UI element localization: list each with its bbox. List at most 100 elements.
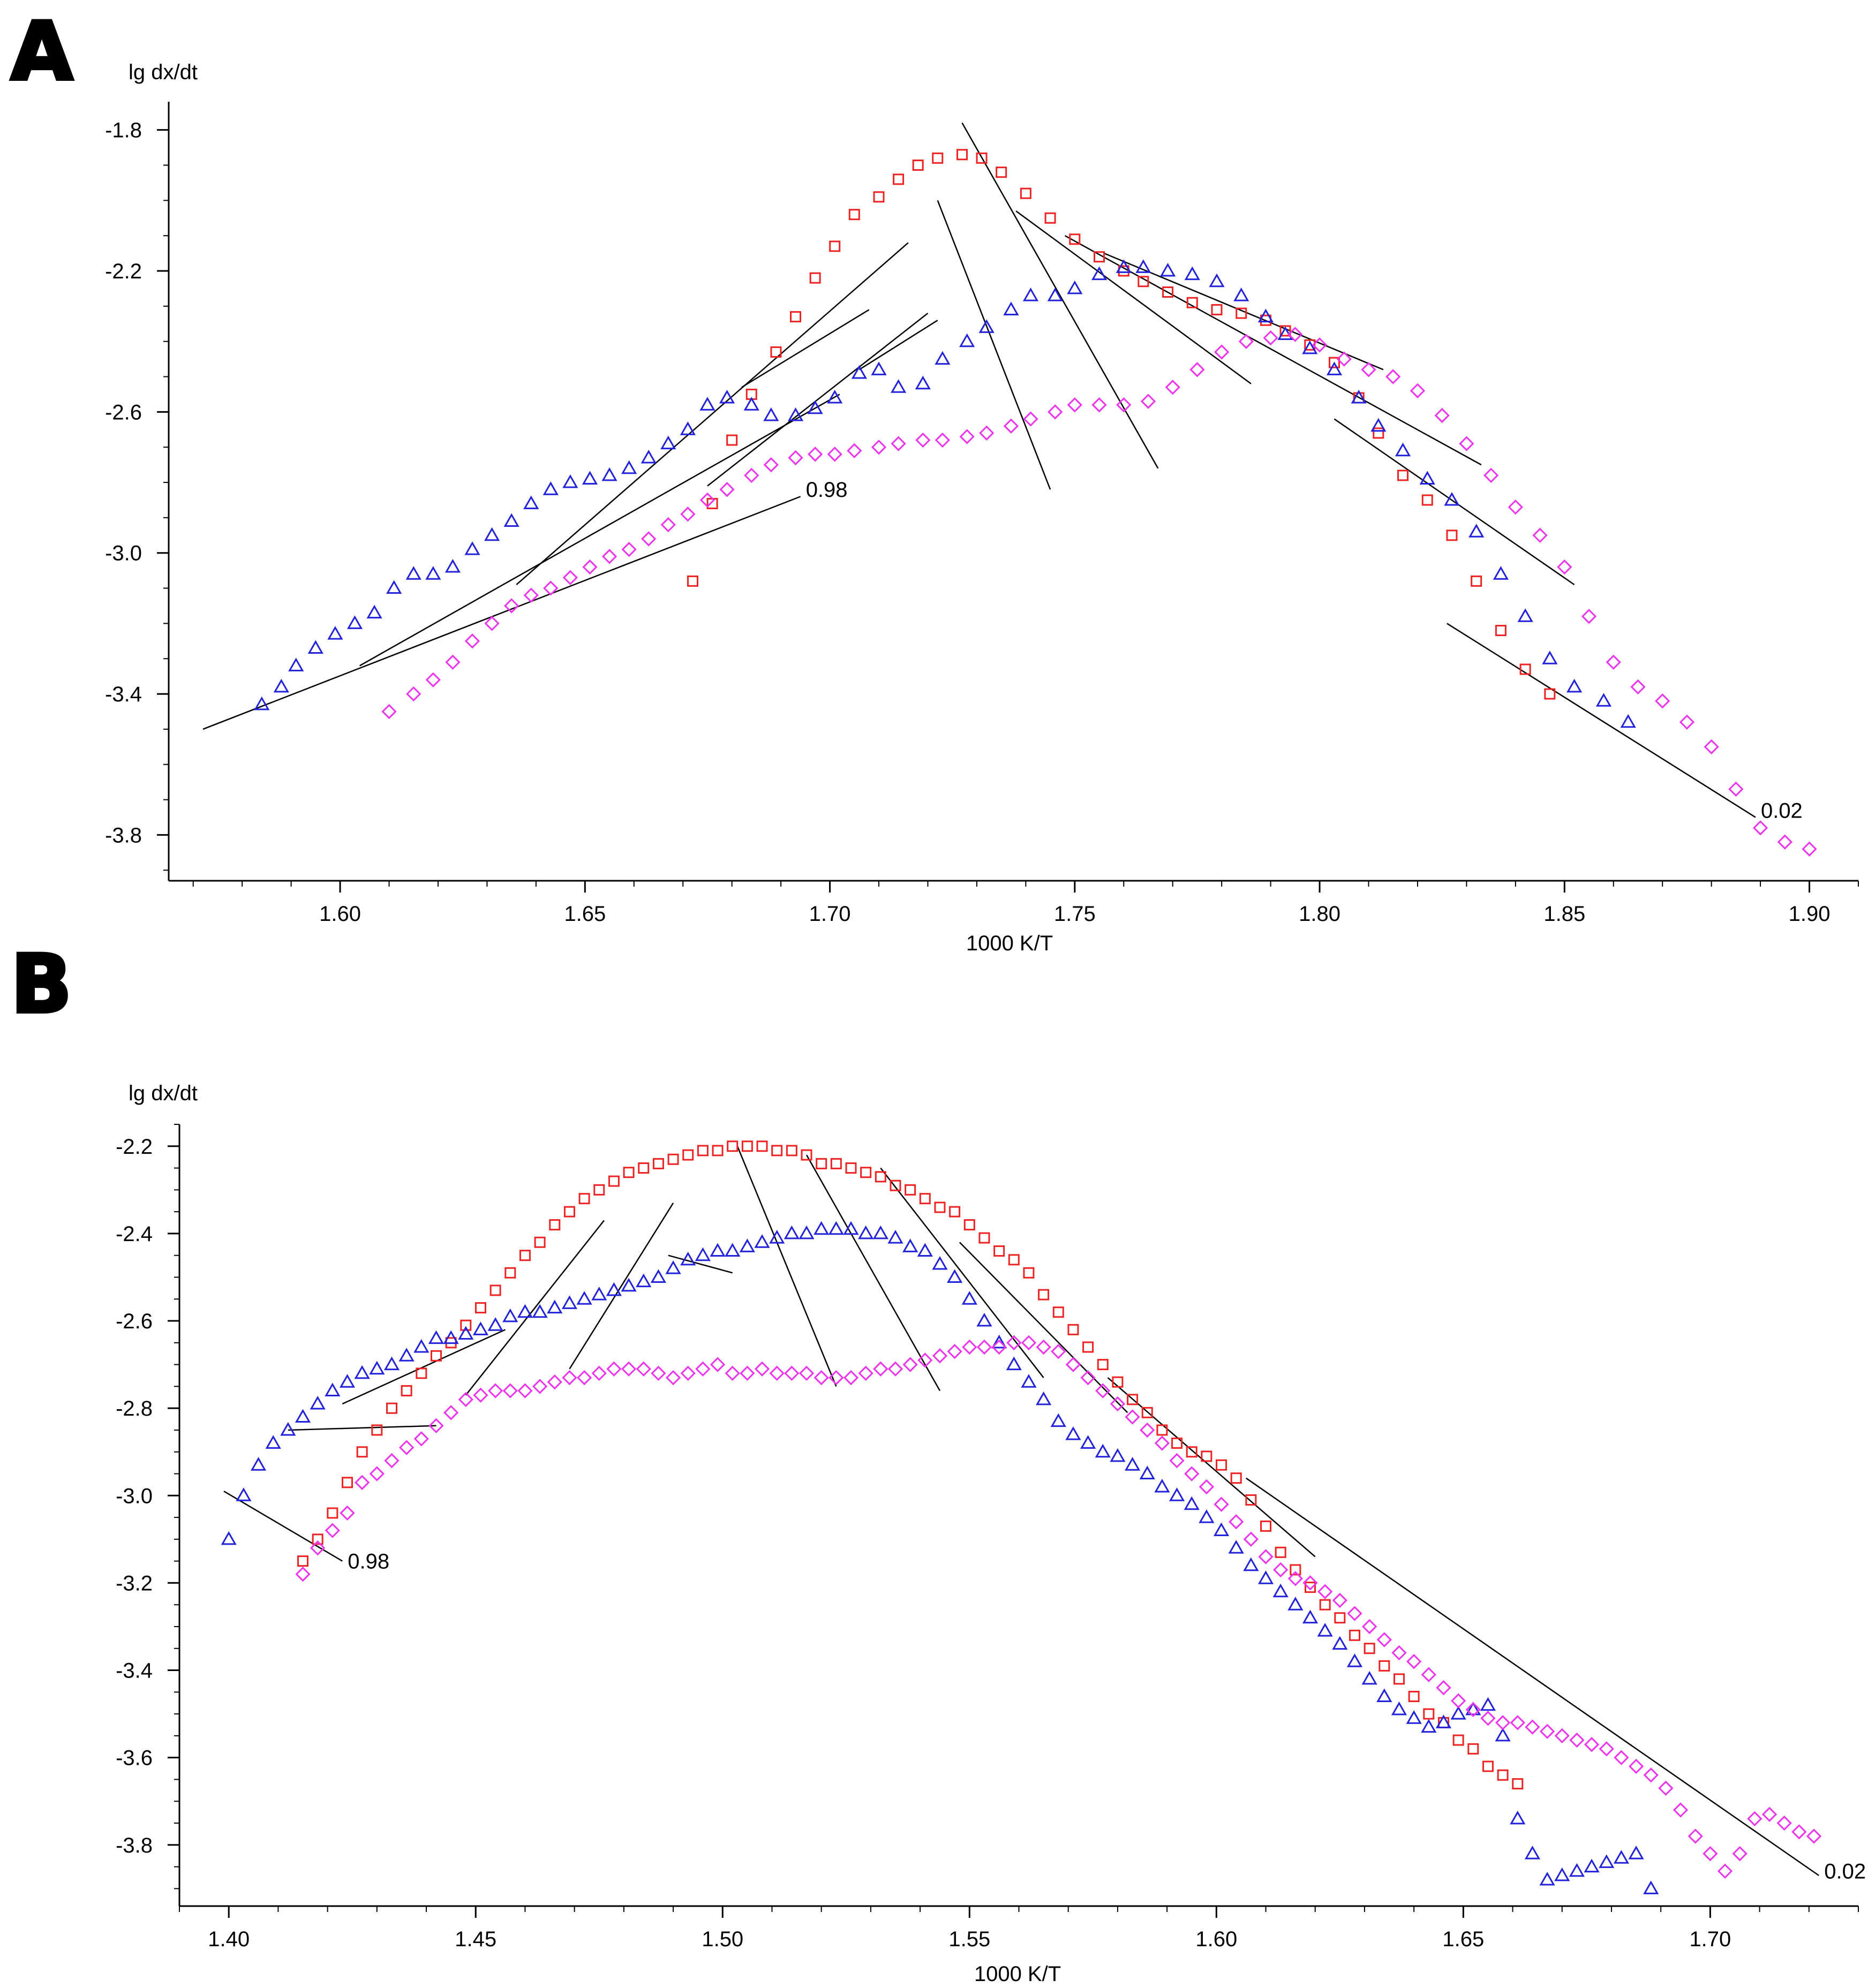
- square-point: [608, 1175, 620, 1187]
- square-point: [623, 1167, 635, 1178]
- diamond-point: [1317, 1584, 1333, 1599]
- square-point: [1373, 427, 1384, 439]
- x-tick-label: 1.80: [1299, 902, 1340, 926]
- diamond-point: [1273, 1562, 1289, 1578]
- square-point: [905, 1184, 916, 1196]
- diamond-point: [458, 1392, 473, 1407]
- fit-line: [1015, 210, 1252, 384]
- square-point: [712, 1145, 724, 1156]
- square-point: [1495, 625, 1507, 637]
- diamond-point: [1732, 1846, 1748, 1862]
- x-tick-label: 1.60: [1195, 1927, 1237, 1951]
- square-point: [756, 1140, 768, 1152]
- square-point: [371, 1424, 383, 1436]
- triangle-point: [383, 1356, 400, 1371]
- triangle-point: [1539, 1872, 1555, 1886]
- square-point: [816, 1158, 827, 1169]
- diamond-point: [891, 436, 906, 451]
- diamond-point: [1287, 327, 1303, 342]
- triangle-point: [1287, 1597, 1304, 1611]
- triangle-point: [443, 1330, 459, 1344]
- square-point: [893, 173, 905, 185]
- diamond-point: [1643, 1767, 1659, 1783]
- diamond-point: [699, 492, 715, 508]
- fit-line: [736, 1146, 837, 1387]
- square-point: [1162, 286, 1174, 298]
- y-tick-label: -2.4: [116, 1222, 153, 1246]
- diamond-point: [517, 1383, 533, 1399]
- triangle-point: [487, 1317, 503, 1331]
- fit-line: [805, 1154, 941, 1392]
- diamond-point: [355, 1475, 370, 1490]
- diamond-point: [754, 1361, 770, 1377]
- triangle-point: [1435, 1714, 1452, 1728]
- triangle-point: [1370, 418, 1387, 432]
- diamond-point: [1229, 1514, 1244, 1530]
- square-point: [1279, 325, 1291, 337]
- triangle-point: [843, 1221, 859, 1235]
- triangle-point: [1047, 288, 1063, 301]
- diamond-point: [1791, 1824, 1807, 1840]
- diamond-point: [473, 1387, 488, 1403]
- diamond-point: [295, 1566, 311, 1582]
- y-tick-label: -2.2: [116, 1135, 153, 1159]
- diamond-point: [502, 1383, 518, 1399]
- diamond-point: [1189, 362, 1205, 377]
- triangle-point: [1302, 340, 1318, 354]
- square-point: [1008, 1254, 1020, 1266]
- diamond-point: [1385, 369, 1401, 384]
- fit-line: [342, 1329, 506, 1405]
- fit-line: [569, 1203, 674, 1370]
- diamond-point: [1421, 1667, 1436, 1682]
- diamond-point: [1581, 609, 1597, 624]
- triangle-point: [523, 495, 539, 510]
- diamond-point: [1655, 693, 1670, 709]
- triangle-point: [250, 1457, 267, 1471]
- panel-b-xlabel: 1000 K/T: [974, 1962, 1061, 1985]
- square-point: [1471, 575, 1482, 587]
- square-point: [460, 1319, 472, 1331]
- triangle-point: [1257, 1570, 1274, 1584]
- triangle-point: [576, 1291, 592, 1305]
- square-point: [1408, 1690, 1420, 1702]
- diamond-point: [1510, 1715, 1525, 1730]
- diamond-point: [547, 1374, 562, 1390]
- triangle-point: [386, 580, 402, 594]
- triangle-point: [547, 1299, 563, 1314]
- diamond-point: [1717, 1863, 1733, 1879]
- fit-line: [1064, 235, 1482, 466]
- triangle-point: [784, 1225, 800, 1239]
- diamond-point: [871, 440, 887, 455]
- triangle-point: [1135, 259, 1151, 273]
- triangle-point: [425, 566, 441, 580]
- diamond-point: [873, 1361, 888, 1377]
- triangle-point: [961, 1291, 977, 1305]
- fit-annotation: 0.02: [1761, 799, 1803, 822]
- diamond-point: [1628, 1758, 1644, 1774]
- diamond-point: [808, 447, 823, 462]
- diamond-point: [680, 507, 696, 522]
- square-point: [993, 1245, 1005, 1257]
- fit-line: [1447, 623, 1756, 818]
- square-point: [1216, 1459, 1227, 1471]
- diamond-point: [582, 559, 598, 575]
- diamond-point: [1539, 1724, 1555, 1739]
- diamond-point: [710, 1357, 726, 1372]
- triangle-point: [1444, 492, 1460, 506]
- square-point: [578, 1193, 590, 1205]
- square-point: [504, 1267, 516, 1279]
- diamond-point: [1184, 1466, 1200, 1481]
- square-point: [1519, 663, 1531, 675]
- triangle-point: [1326, 361, 1343, 375]
- x-tick-label: 1.70: [809, 902, 851, 926]
- diamond-point: [932, 1348, 948, 1364]
- fit-annotation: 0.02: [1824, 1860, 1866, 1884]
- y-tick-label: -3.0: [116, 1484, 153, 1508]
- square-point: [1201, 1450, 1212, 1462]
- square-point: [912, 160, 924, 171]
- diamond-point: [979, 425, 995, 441]
- y-tick-label: -3.2: [116, 1571, 153, 1595]
- triangle-point: [1524, 1846, 1541, 1860]
- square-point: [890, 1180, 901, 1191]
- fit-line: [880, 1167, 1044, 1378]
